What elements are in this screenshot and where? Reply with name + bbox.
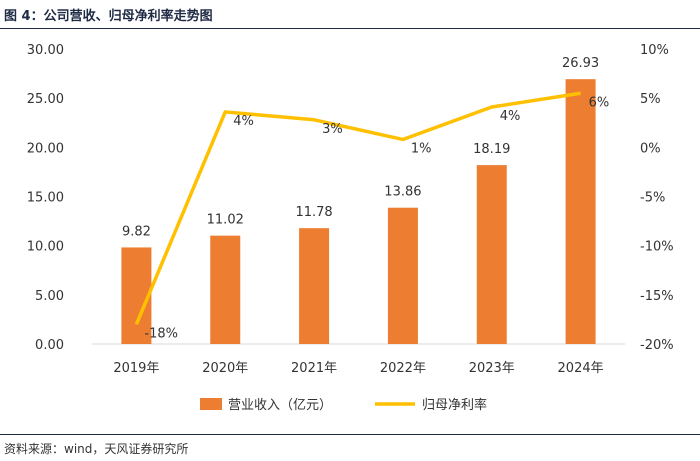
left-tick-label: 20.00	[27, 141, 64, 156]
revenue-value-label: 26.93	[562, 56, 599, 71]
x-axis-ticks: 2019年 2020年 2021年 2022年 2023年 2024年	[113, 361, 603, 376]
revenue-bar	[210, 235, 241, 344]
revenue-value-label: 9.82	[122, 224, 151, 239]
revenue-bar	[565, 79, 596, 345]
source-note: 资料来源：wind，天风证券研究所	[4, 442, 189, 456]
right-tick-label: 10%	[640, 43, 669, 58]
left-tick-label: 15.00	[27, 191, 64, 206]
margin-line	[134, 91, 581, 326]
revenue-labels: 9.82 11.02 11.78 13.86 18.19 26.93	[122, 56, 599, 239]
chart-legend: 营业收入（亿元） 归母净利率	[200, 397, 487, 413]
right-tick-label: 5%	[640, 92, 661, 107]
right-tick-label: -10%	[640, 240, 674, 255]
x-tick-label: 2019年	[113, 361, 159, 376]
revenue-value-label: 11.02	[207, 213, 244, 228]
legend-bar-swatch	[200, 398, 222, 410]
x-tick-label: 2024年	[558, 361, 604, 376]
revenue-bar	[476, 165, 507, 344]
right-tick-label: -15%	[640, 289, 674, 304]
title-rule	[0, 28, 700, 29]
revenue-bar	[121, 247, 152, 344]
revenue-bar	[299, 228, 330, 344]
right-axis: -20% -15% -10% -5% 0% 5% 10%	[640, 43, 674, 353]
revenue-value-label: 13.86	[384, 185, 421, 200]
margin-value-label: 1%	[411, 141, 432, 156]
legend-bar-label: 营业收入（亿元）	[228, 398, 332, 413]
left-axis: 0.00 5.00 10.00 15.00 20.00 25.00 30.00	[27, 43, 64, 353]
revenue-value-label: 11.78	[295, 205, 332, 220]
left-tick-label: 5.00	[35, 289, 64, 304]
x-tick-label: 2023年	[469, 361, 515, 376]
x-tick-label: 2020年	[202, 361, 248, 376]
revenue-value-label: 18.19	[473, 142, 510, 157]
left-tick-label: 10.00	[27, 240, 64, 255]
legend-line-label: 归母净利率	[422, 397, 487, 413]
x-tick-label: 2022年	[380, 361, 426, 376]
x-tick-label: 2021年	[291, 361, 337, 376]
right-tick-label: -5%	[640, 191, 665, 206]
margin-value-label: -18%	[144, 326, 178, 341]
margin-value-label: 3%	[322, 122, 343, 137]
margin-value-label: 4%	[500, 109, 521, 124]
right-tick-label: 0%	[640, 141, 661, 156]
margin-value-label: 6%	[589, 95, 610, 110]
revenue-bar	[387, 207, 418, 344]
right-tick-label: -20%	[640, 338, 674, 353]
left-tick-label: 25.00	[27, 92, 64, 107]
margin-value-label: 4%	[233, 114, 254, 129]
revenue-margin-chart: 0.00 5.00 10.00 15.00 20.00 25.00 30.00 -20% -1…	[27, 43, 674, 413]
revenue-bars	[121, 79, 596, 345]
margin-labels: -18% 4% 3% 1% 4% 6%	[144, 95, 609, 341]
left-tick-label: 0.00	[35, 338, 64, 353]
source-rule	[0, 434, 700, 435]
figure-title: 图 4：公司营收、归母净利率走势图	[4, 9, 213, 24]
left-tick-label: 30.00	[27, 43, 64, 58]
